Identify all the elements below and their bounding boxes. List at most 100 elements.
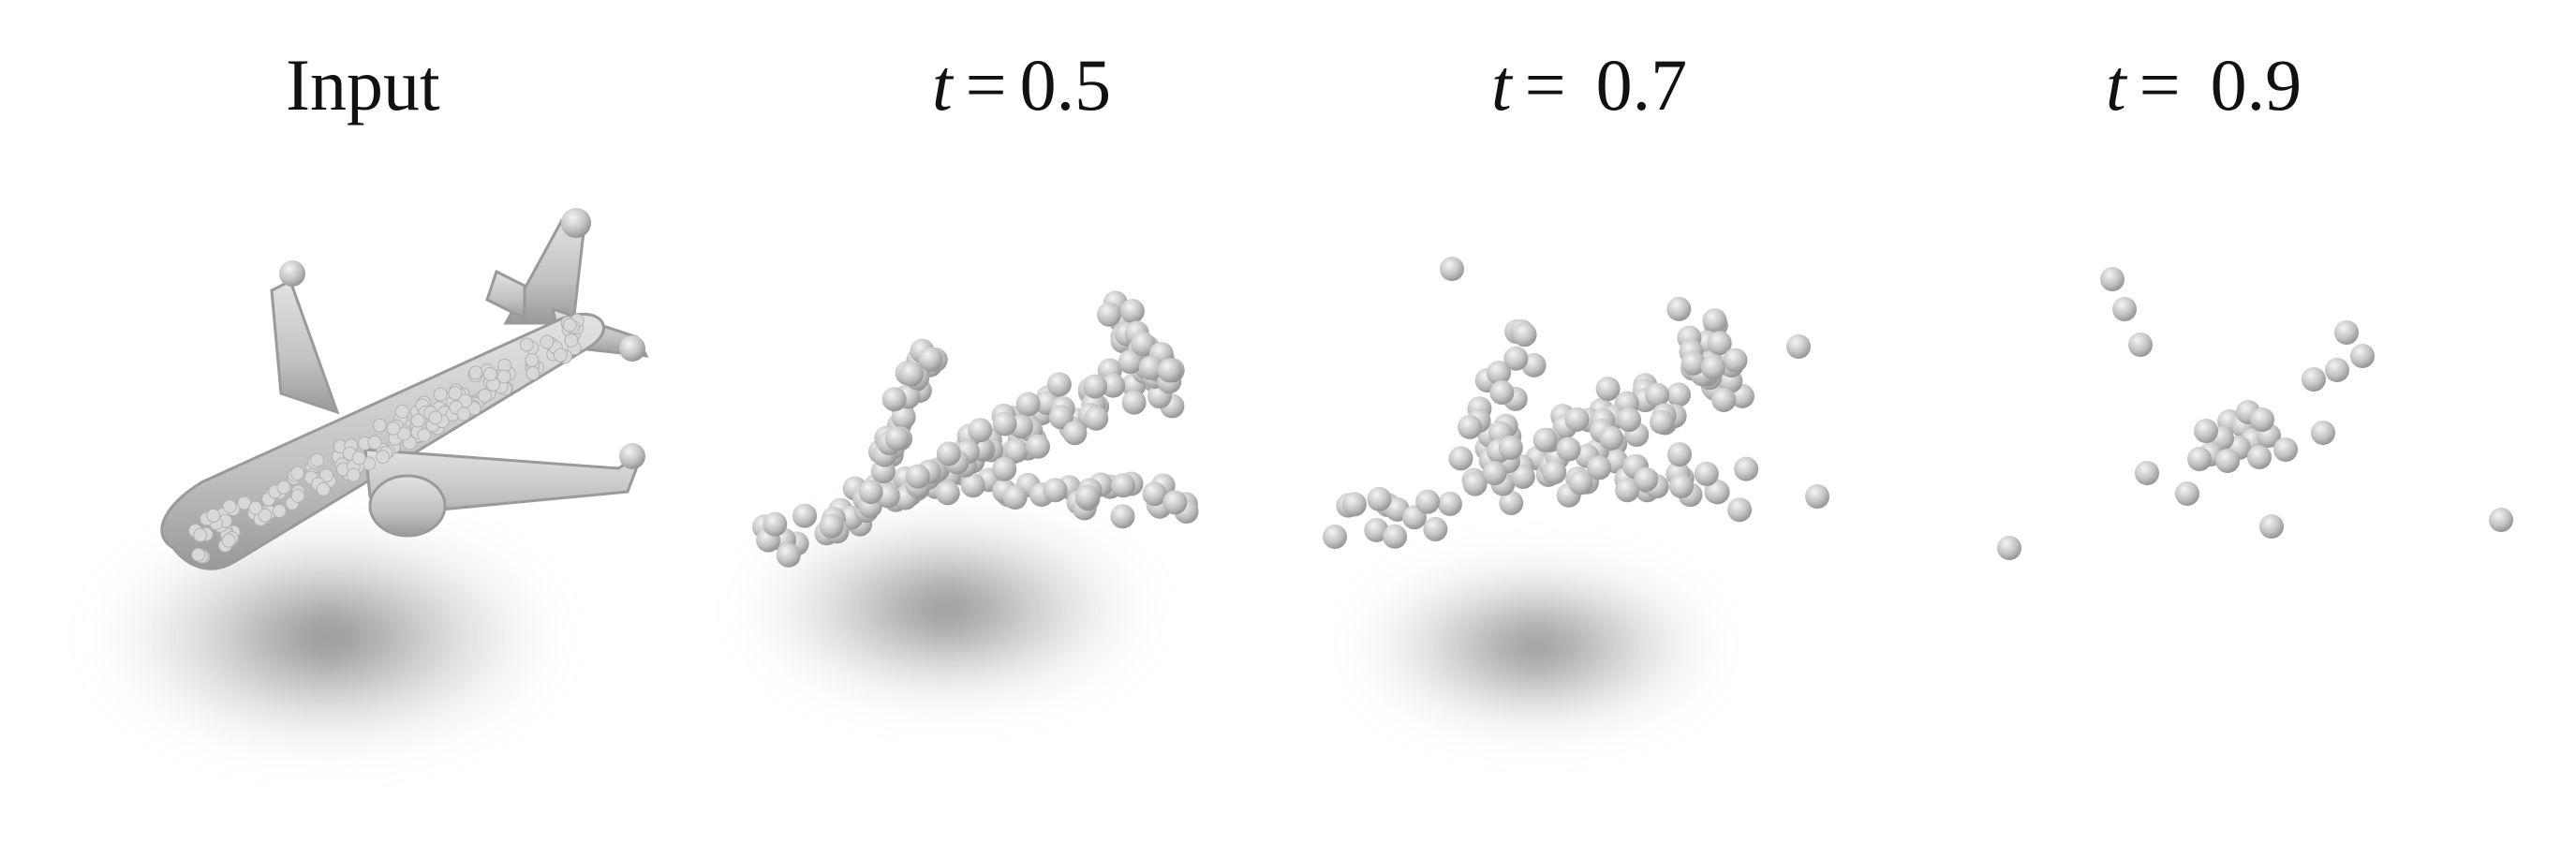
surface-bump — [519, 337, 534, 352]
surface-bump — [553, 348, 568, 362]
surface-bump — [351, 451, 366, 466]
surface-bump — [191, 547, 206, 562]
sphere-point — [1043, 478, 1068, 503]
sphere-point — [1487, 360, 1512, 385]
sphere-point — [1097, 302, 1122, 327]
sphere-point — [1805, 484, 1829, 509]
panel-label-t05: t = 0.5 — [932, 49, 1111, 122]
surface-bump — [318, 468, 333, 483]
label-var: t — [932, 44, 953, 126]
sphere-point — [1026, 434, 1051, 459]
sphere-point — [1458, 414, 1483, 439]
sphere-point — [1423, 516, 1448, 541]
sphere-point — [819, 513, 844, 539]
sphere-point — [2250, 407, 2274, 432]
sphere-point — [1062, 421, 1088, 446]
surface-bump — [448, 386, 463, 401]
sphere-point — [1702, 308, 1727, 333]
sphere-point — [881, 387, 907, 412]
sphere-point — [2128, 333, 2153, 357]
sphere-point — [1003, 438, 1029, 464]
sphere-point — [1437, 491, 1462, 516]
sphere-point — [792, 503, 818, 528]
sphere-point — [918, 347, 943, 372]
sphere-point — [1666, 382, 1692, 407]
sphere-point — [968, 418, 993, 443]
sphere-point — [2311, 421, 2335, 445]
sphere-point — [992, 411, 1017, 436]
sphere-point — [2135, 461, 2159, 485]
sphere-point — [1634, 466, 1659, 492]
sphere-point — [1707, 331, 1732, 356]
sphere-point — [1645, 382, 1670, 407]
surface-bump — [206, 508, 221, 523]
shadow-input — [94, 515, 562, 759]
sphere-point — [1512, 322, 1537, 348]
sphere-point — [1341, 492, 1367, 517]
sphere-point — [1002, 485, 1028, 510]
sphere-point — [1498, 436, 1523, 461]
sphere-point — [1668, 473, 1694, 498]
sphere-point — [2215, 449, 2240, 473]
surface-bump — [428, 410, 443, 425]
sphere-point — [1680, 350, 1706, 376]
surface-bump — [309, 452, 324, 467]
sphere-point — [1723, 348, 1748, 373]
sphere-point — [1615, 478, 1640, 503]
surface-bump — [258, 508, 273, 523]
sphere-point — [1367, 486, 1392, 511]
sphere-point — [1727, 497, 1753, 523]
sphere-point — [1482, 461, 1507, 486]
surface-bump — [468, 365, 483, 380]
sphere-point — [1084, 406, 1109, 431]
sphere-point — [1101, 373, 1126, 398]
point-cloud-t05 — [752, 290, 1199, 568]
surface-bump — [222, 498, 237, 513]
label-input-text: Input — [286, 44, 440, 126]
sphere-point — [960, 473, 985, 498]
sphere-point — [2350, 344, 2375, 368]
sphere-point — [1118, 349, 1143, 375]
label-eq: = — [2139, 44, 2181, 126]
sphere-point — [1587, 455, 1612, 481]
shadows — [94, 506, 1724, 759]
sphere-point — [1046, 372, 1072, 397]
sphere-point — [935, 481, 960, 506]
label-value: 0.9 — [2210, 44, 2302, 126]
sphere-point — [1694, 461, 1719, 486]
sphere-point — [992, 456, 1017, 481]
sphere-point — [1510, 464, 1535, 489]
sphere-point — [1705, 480, 1730, 505]
sphere-point — [1734, 456, 1759, 481]
sphere-point — [619, 443, 645, 469]
surface-bump — [526, 366, 540, 381]
surface-bump — [564, 333, 579, 348]
sphere-point — [2112, 297, 2137, 321]
surface-bump — [221, 533, 236, 548]
sphere-point — [2175, 481, 2199, 506]
sphere-point — [1074, 484, 1100, 510]
sphere-point — [1121, 390, 1147, 415]
label-value: 0.7 — [1595, 44, 1688, 126]
sphere-point — [1157, 358, 1182, 383]
sphere-point — [1110, 504, 1135, 529]
shadow-t07 — [1349, 553, 1724, 740]
sphere-point — [1440, 257, 1464, 281]
sphere-point — [1532, 427, 1558, 452]
sphere-point — [1111, 473, 1136, 498]
sphere-point — [2334, 320, 2359, 345]
surface-bump — [290, 466, 305, 481]
airplane-far-wing — [270, 278, 340, 415]
surface-bump — [367, 435, 382, 450]
label-value: 0.5 — [1019, 44, 1112, 126]
sphere-point — [1364, 517, 1389, 542]
sphere-point — [1666, 296, 1692, 321]
surface-bump — [540, 334, 555, 349]
surface-bump — [272, 504, 287, 519]
sphere-point — [1997, 536, 2021, 560]
sphere-point — [1462, 471, 1488, 496]
sphere-point — [2100, 267, 2124, 291]
surface-bump — [482, 366, 497, 381]
sphere-point — [1131, 332, 1156, 357]
sphere-point — [1323, 525, 1347, 549]
